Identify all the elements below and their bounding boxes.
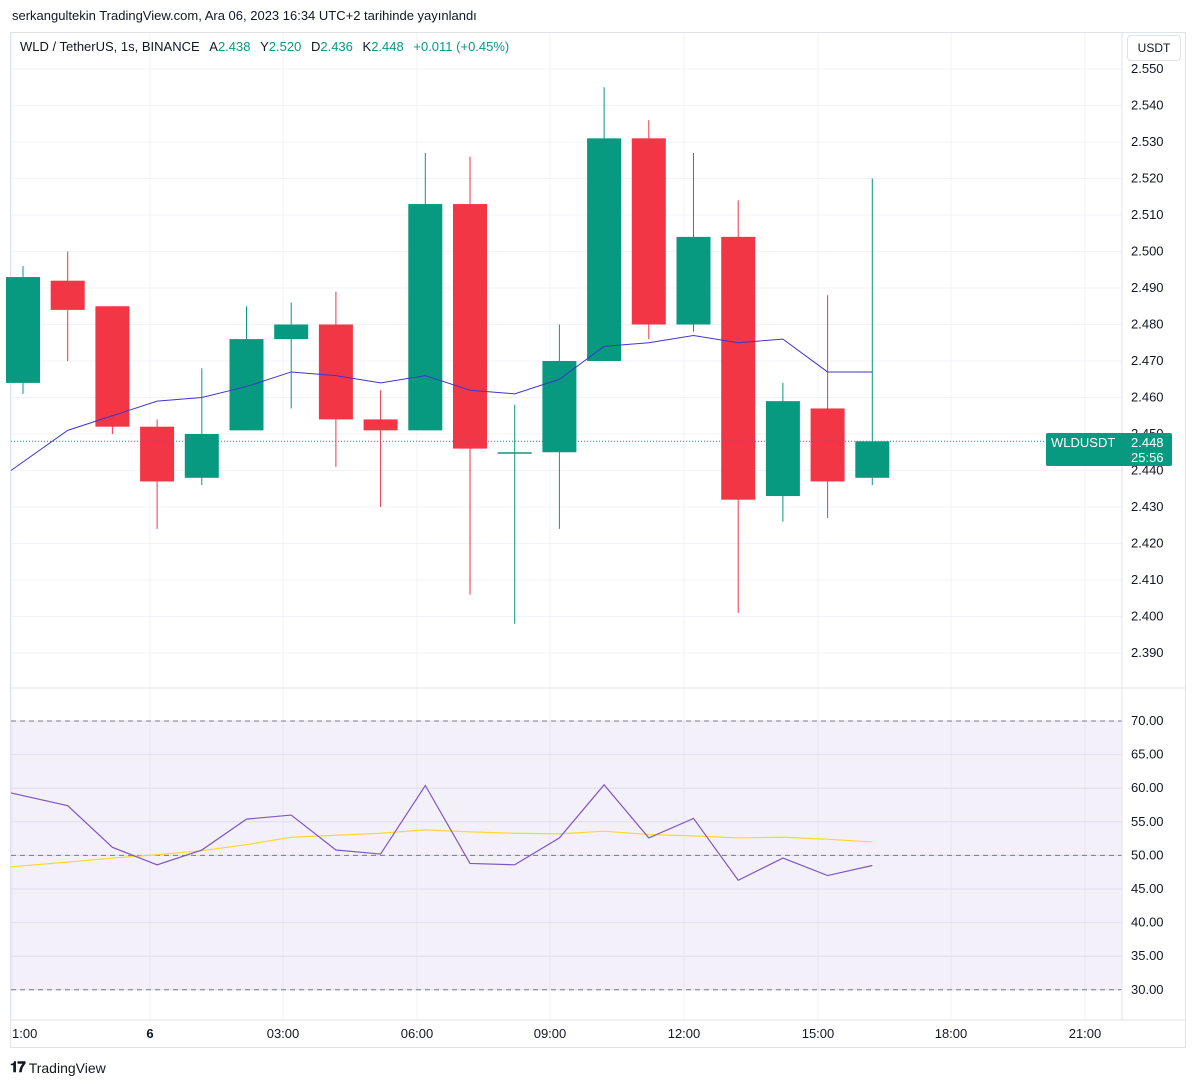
symbol-legend[interactable]: WLD / TetherUS, 1s, BINANCE A2.438 Y2.52… [20, 39, 509, 54]
legend-open-value: 2.438 [217, 39, 251, 54]
candle-body [50, 280, 85, 310]
candle-body [274, 324, 309, 340]
candle-body [95, 306, 130, 427]
rsi-tick-label: 35.00 [1131, 948, 1164, 963]
time-tick-label: 21:00 [1069, 1026, 1102, 1041]
legend-high-value: 2.520 [268, 39, 302, 54]
rsi-line [10, 783, 873, 882]
rsi-tick-label: 30.00 [1131, 982, 1164, 997]
price-tick-label: 2.460 [1131, 390, 1164, 405]
tradingview-footer[interactable]: 𝟏𝟕 TradingView [10, 1059, 106, 1076]
price-tick-label: 2.530 [1131, 134, 1164, 149]
time-tick-label: 15:00 [802, 1026, 835, 1041]
axes: 1:00 6 03:00 06:00 09:00 12:00 15:00 18:00 21:00… [12, 61, 1164, 1041]
time-tick-label: 12:00 [668, 1026, 701, 1041]
price-tick-label: 2.500 [1131, 244, 1164, 259]
time-tick-label: 1:00 [12, 1026, 37, 1041]
legend-change: +0.011 (+0.45%) [413, 39, 510, 54]
rsi-tick-label: 40.00 [1131, 915, 1164, 930]
rsi-ma-line [10, 829, 873, 868]
price-tick-label: 2.470 [1131, 353, 1164, 368]
candle-body [453, 204, 487, 449]
last-price-symbol: WLDUSDT [1051, 435, 1115, 450]
legend-close-label: K [362, 39, 372, 54]
price-tick-label: 2.480 [1131, 317, 1164, 332]
time-tick-label: 18:00 [935, 1026, 968, 1041]
candle-body [631, 138, 666, 325]
last-price-tag-box [1046, 433, 1172, 466]
tradingview-brand: TradingView [28, 1059, 106, 1076]
time-tick-label: 06:00 [401, 1026, 434, 1041]
time-tick-label: 09:00 [534, 1026, 567, 1041]
rsi-tick-label: 65.00 [1131, 747, 1164, 762]
currency-button[interactable]: USDT [1127, 35, 1181, 61]
legend-symbol: WLD / TetherUS, 1s, BINANCE [20, 39, 200, 54]
last-price-value: 2.448 [1131, 435, 1164, 450]
publish-info: serkangultekin TradingView.com, Ara 06, … [12, 8, 477, 23]
price-tick-label: 2.490 [1131, 280, 1164, 295]
price-tick-label: 2.430 [1131, 499, 1164, 514]
price-tick-label: 2.520 [1131, 171, 1164, 186]
time-tick-label: 03:00 [267, 1026, 300, 1041]
time-tick-label: 6 [146, 1026, 153, 1041]
legend-open-label: A [209, 39, 218, 54]
candle-body [184, 434, 219, 478]
candle-body [318, 324, 353, 420]
price-tick-label: 2.550 [1131, 61, 1164, 76]
price-tick-label: 2.390 [1131, 645, 1164, 660]
rsi-band [11, 720, 1122, 991]
candle-body [497, 452, 532, 454]
rsi-tick-label: 60.00 [1131, 780, 1164, 795]
price-tick-label: 2.420 [1131, 536, 1164, 551]
grid-lines [11, 33, 1122, 1020]
legend-close-value: 2.448 [371, 39, 404, 54]
price-tick-label: 2.440 [1131, 463, 1164, 478]
candle-body [676, 236, 711, 325]
last-price-tag: WLDUSDT 2.448 25:56 [1046, 433, 1172, 466]
candle-body [721, 236, 756, 500]
candle-body [363, 419, 398, 431]
candle-body [855, 441, 890, 478]
candle-body [6, 277, 40, 383]
price-tick-label: 2.410 [1131, 572, 1164, 587]
rsi-tick-label: 45.00 [1131, 881, 1164, 896]
tradingview-logo-icon: 𝟏𝟕 [10, 1059, 26, 1076]
candle-body [140, 426, 175, 482]
legend-low-value: 2.436 [320, 39, 353, 54]
candle-body [408, 204, 443, 431]
rsi-tick-label: 55.00 [1131, 814, 1164, 829]
moving-average-group [10, 334, 873, 471]
candles [6, 87, 1046, 624]
chart-frame [10, 32, 1186, 1048]
price-tick-label: 2.540 [1131, 98, 1164, 113]
price-tick-label: 2.400 [1131, 609, 1164, 624]
rsi-tick-label: 50.00 [1131, 847, 1164, 862]
candle-body [587, 138, 622, 361]
rsi-band-fill [11, 721, 1122, 990]
moving-average-line [10, 334, 873, 471]
candle-body [229, 339, 264, 431]
rsi-tick-label: 70.00 [1131, 713, 1164, 728]
rsi-lines [10, 783, 873, 882]
legend-high-label: Y [260, 39, 269, 54]
candle-body [542, 361, 577, 453]
candle-body [765, 401, 800, 497]
legend-low-label: D [310, 39, 321, 54]
candle-body [810, 408, 845, 482]
last-price-countdown: 25:56 [1131, 450, 1164, 465]
price-tick-label: 2.510 [1131, 207, 1164, 222]
